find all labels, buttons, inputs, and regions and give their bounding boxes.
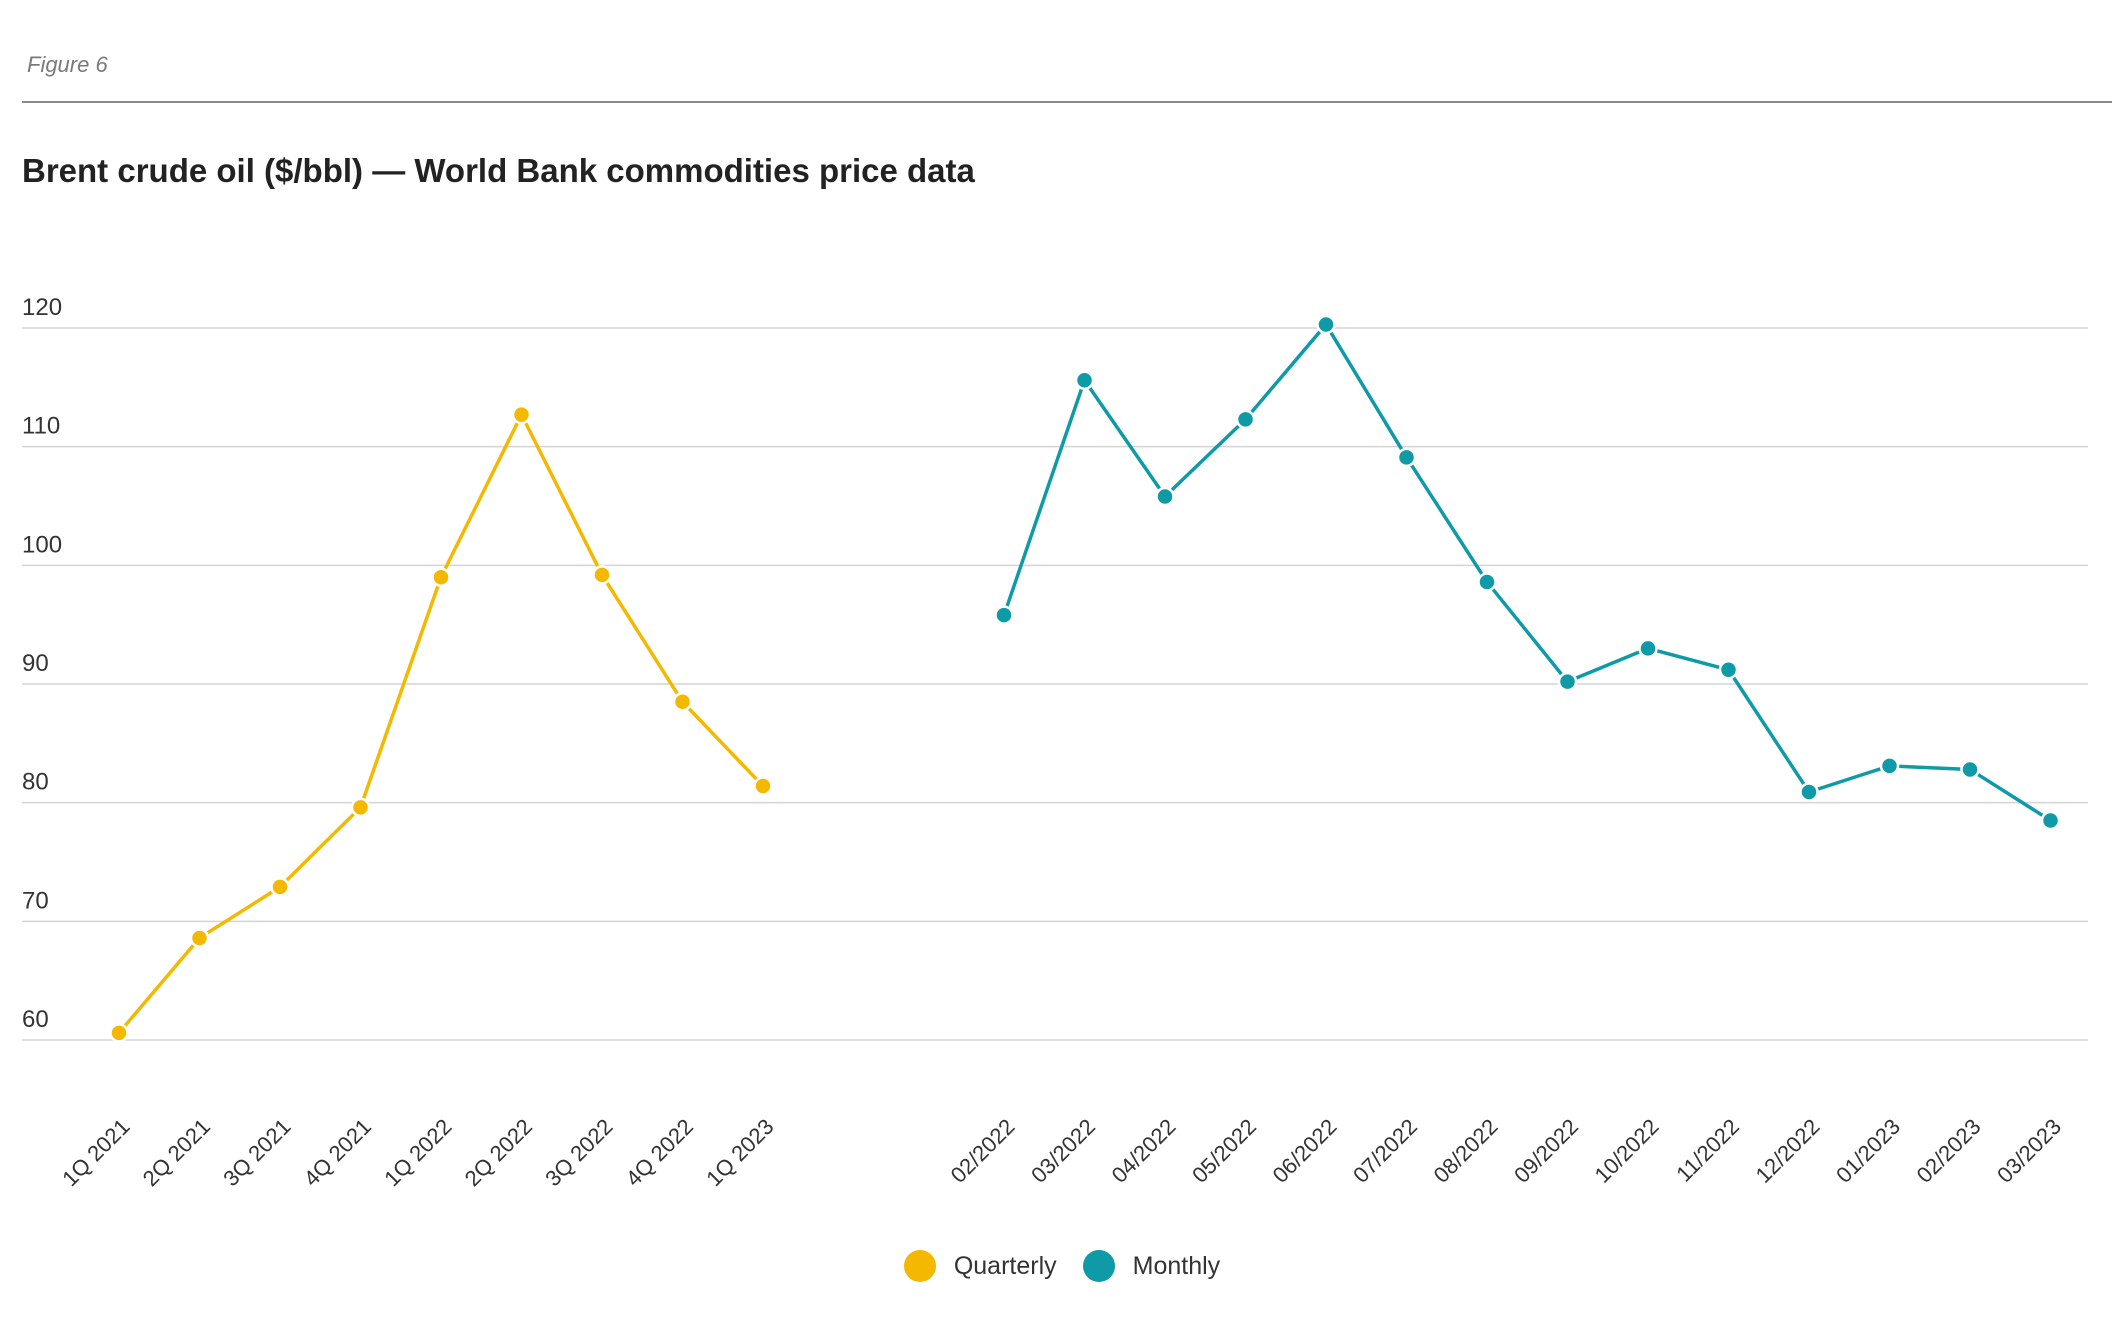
- x-tick-label: 2Q 2021: [138, 1114, 215, 1191]
- y-tick-label: 110: [22, 413, 60, 440]
- data-point-monthly: [2040, 810, 2061, 831]
- legend-swatch-quarterly: [903, 1250, 936, 1282]
- x-tick-label: 02/2023: [1912, 1114, 1986, 1188]
- x-tick-label: 04/2022: [1107, 1114, 1181, 1188]
- data-point-monthly: [1477, 572, 1497, 592]
- data-point-monthly: [1799, 782, 1819, 802]
- legend-swatch-monthly: [1082, 1250, 1115, 1282]
- data-point-monthly: [1638, 638, 1658, 659]
- x-tick-label: 3Q 2022: [540, 1114, 617, 1191]
- x-tick-label: 12/2022: [1751, 1114, 1825, 1188]
- data-point-monthly: [1155, 486, 1175, 507]
- data-point-quarterly: [753, 776, 773, 796]
- y-tick-label: 120: [22, 294, 62, 321]
- y-axis-ticks: 120 110 100 90 80 70 60: [22, 294, 62, 1033]
- legend-label-monthly: Monthly: [1132, 1251, 1221, 1280]
- data-point-monthly: [1235, 409, 1256, 430]
- data-point-monthly: [1074, 370, 1095, 390]
- x-tick-label: 1Q 2022: [379, 1114, 456, 1191]
- legend-item-quarterly[interactable]: Quarterly: [903, 1250, 1057, 1282]
- data-point-quarterly: [350, 797, 371, 818]
- y-tick-label: 90: [22, 650, 49, 677]
- data-point-quarterly: [592, 565, 612, 585]
- x-tick-label: 11/2022: [1671, 1114, 1744, 1187]
- x-tick-label: 01/2023: [1831, 1114, 1905, 1188]
- figure-label: Figure 6: [27, 52, 108, 77]
- x-tick-label: 09/2022: [1509, 1114, 1583, 1188]
- y-tick-label: 80: [22, 769, 49, 796]
- data-point-monthly: [1718, 660, 1739, 680]
- x-tick-label: 1Q 2021: [57, 1114, 134, 1191]
- data-point-monthly: [1396, 447, 1417, 468]
- legend: Quarterly Monthly: [0, 1250, 2124, 1282]
- series-line-quarterly: [117, 412, 765, 1035]
- data-point-monthly: [1557, 671, 1578, 692]
- data-point-quarterly: [109, 1023, 129, 1043]
- y-tick-label: 70: [22, 887, 49, 914]
- data-point-quarterly: [431, 567, 451, 587]
- header-divider: [22, 101, 2112, 103]
- data-point-monthly: [1960, 759, 1980, 780]
- legend-item-monthly[interactable]: Monthly: [1082, 1250, 1221, 1282]
- x-tick-label: 10/2022: [1590, 1114, 1664, 1188]
- data-point-quarterly: [189, 928, 210, 948]
- x-tick-label: 06/2022: [1268, 1114, 1342, 1188]
- chart-title: Brent crude oil ($/bbl) — World Bank com…: [22, 152, 975, 189]
- data-point-monthly: [994, 605, 1014, 625]
- data-point-monthly: [1316, 314, 1336, 335]
- legend-label-quarterly: Quarterly: [953, 1251, 1057, 1280]
- x-tick-label: 02/2022: [946, 1114, 1020, 1188]
- x-tick-label: 03/2022: [1026, 1114, 1100, 1188]
- x-tick-label: 03/2023: [1992, 1114, 2066, 1188]
- x-tick-label: 2Q 2022: [460, 1114, 537, 1191]
- data-point-quarterly: [511, 404, 532, 425]
- data-point-quarterly: [270, 877, 290, 897]
- data-point-quarterly: [672, 692, 693, 712]
- data-point-monthly: [1879, 756, 1900, 776]
- x-tick-label: 1Q 2023: [701, 1114, 778, 1191]
- series-line-monthly: [1002, 322, 2053, 823]
- x-tick-label: 08/2022: [1429, 1114, 1503, 1188]
- x-tick-label: 07/2022: [1348, 1114, 1422, 1188]
- x-tick-label: 05/2022: [1187, 1114, 1261, 1188]
- x-axis-ticks: 1Q 2021 2Q 2021 3Q 2021 4Q 2021 1Q 2022 2Q 20…: [57, 1114, 2066, 1191]
- x-tick-label: 3Q 2021: [218, 1114, 295, 1191]
- x-tick-label: 4Q 2021: [299, 1114, 376, 1191]
- y-tick-label: 60: [22, 1006, 49, 1033]
- grid-lines: [22, 327, 2088, 1041]
- series-lines: [109, 314, 2061, 1043]
- x-tick-label: 4Q 2022: [621, 1114, 698, 1191]
- y-tick-label: 100: [22, 531, 62, 558]
